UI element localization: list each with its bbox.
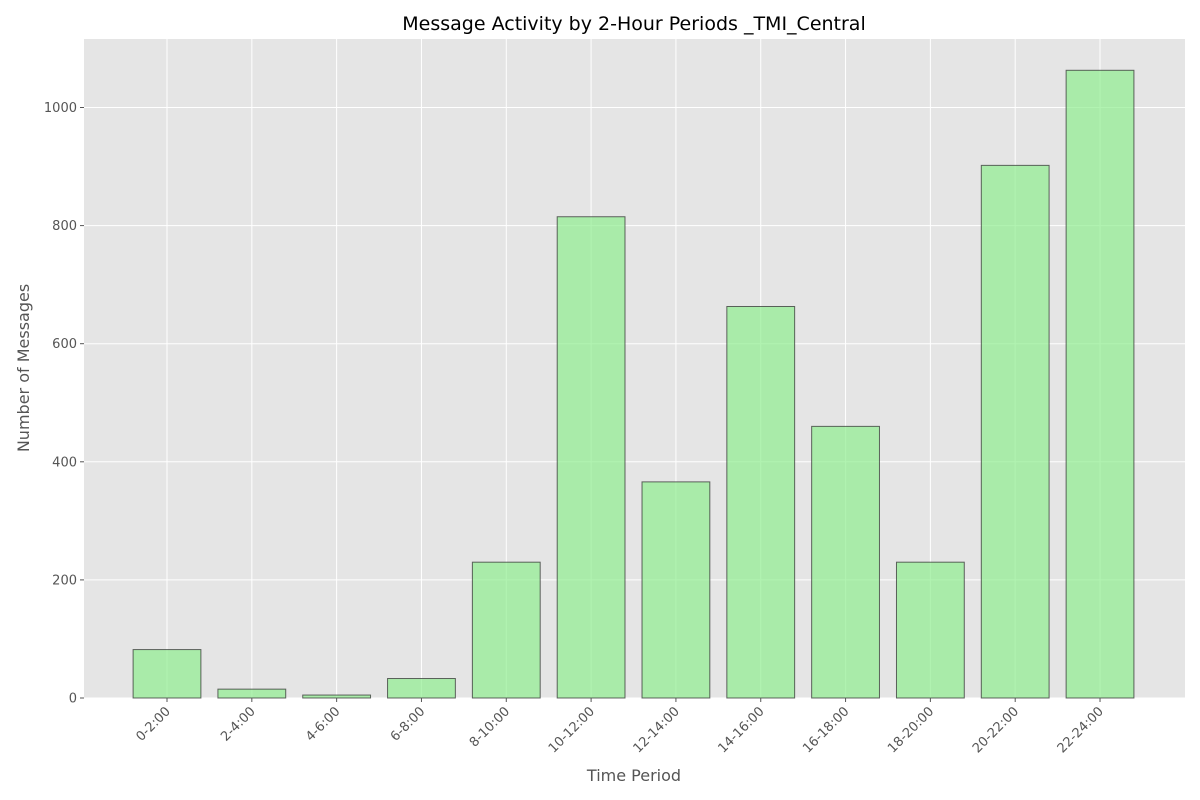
bar-20-22:00	[980, 164, 1050, 699]
x-axis-ticks: 0-2:00 2-4:00 4-6:00 6-8:00 8-10:00 10-12:00 1…	[133, 698, 1107, 756]
bar-10-12:00	[556, 216, 626, 699]
x-tick-label: 22-24:00	[1055, 704, 1107, 756]
y-tick-label: 800	[52, 219, 77, 234]
x-tick-label: 4-6:00	[303, 704, 343, 744]
x-tick-label: 0-2:00	[133, 704, 173, 744]
y-axis-ticks: 0 200 400 600 800 1000	[44, 101, 84, 707]
x-tick-label: 12-14:00	[631, 704, 683, 756]
bar-14-16:00	[726, 305, 796, 699]
bar-2-4:00	[217, 688, 287, 699]
bar-16-18:00	[811, 425, 880, 699]
bar-8-10:00	[471, 561, 541, 699]
chart-title: Message Activity by 2-Hour Periods _TMI_…	[402, 13, 865, 35]
x-tick-label: 10-12:00	[546, 704, 598, 756]
x-tick-label: 18-20:00	[885, 704, 937, 756]
y-tick-label: 1000	[44, 101, 77, 116]
x-tick-label: 2-4:00	[218, 704, 258, 744]
y-tick-label: 200	[52, 573, 77, 588]
y-tick-label: 400	[52, 455, 77, 470]
x-axis-label: Time Period	[586, 766, 681, 785]
x-tick-label: 6-8:00	[388, 704, 428, 744]
bar-4-6:00	[302, 694, 372, 699]
bar-0-2:00	[132, 649, 202, 699]
bars	[132, 69, 1135, 699]
y-tick-label: 0	[69, 692, 77, 707]
x-tick-label: 8-10:00	[467, 704, 513, 750]
bar-12-14:00	[641, 481, 711, 699]
bar-18-20:00	[895, 561, 965, 699]
y-axis-label: Number of Messages	[14, 284, 33, 452]
x-tick-label: 16-18:00	[800, 704, 852, 756]
x-tick-label: 20-22:00	[970, 704, 1022, 756]
bar-6-8:00	[387, 678, 456, 699]
bar-22-24:00	[1065, 69, 1135, 699]
x-tick-label: 14-16:00	[715, 704, 767, 756]
y-tick-label: 600	[52, 337, 77, 352]
